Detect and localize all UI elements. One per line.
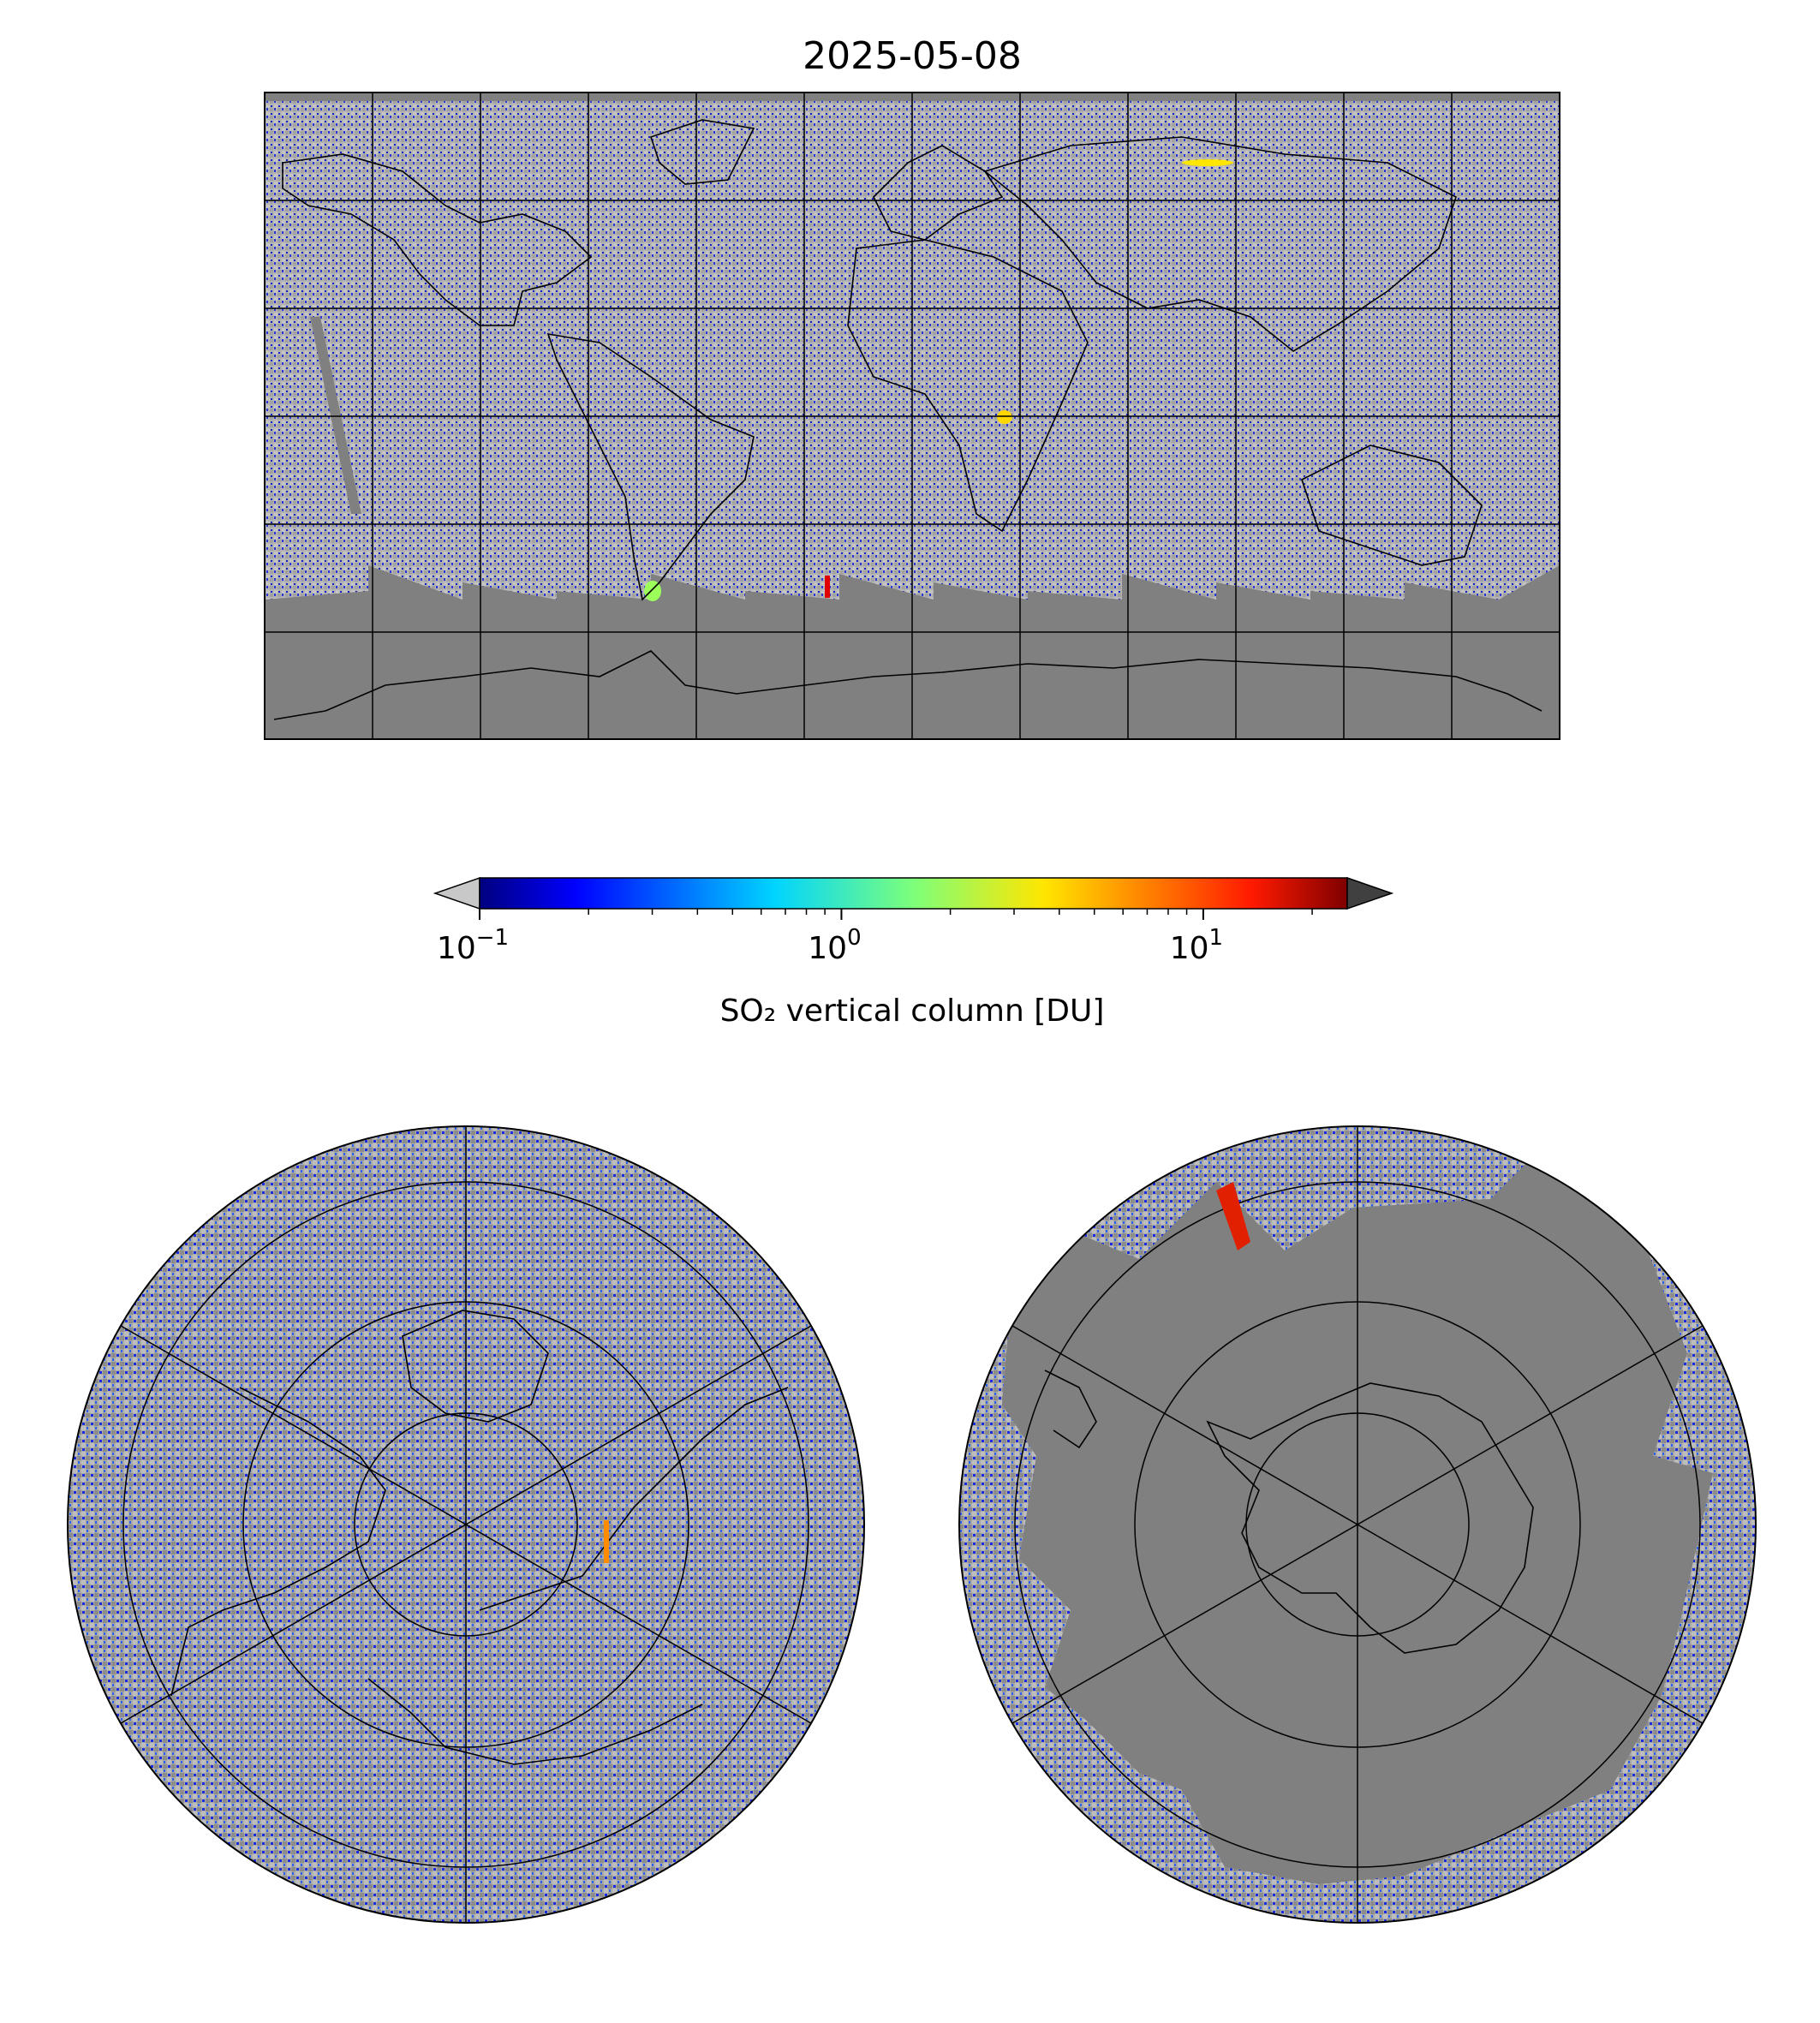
north-polar-frame bbox=[67, 1125, 865, 1924]
tick-label-base: 10 bbox=[808, 931, 847, 966]
colorbar-tick-label: 10−1 bbox=[437, 925, 509, 966]
global-gridlines bbox=[265, 92, 1560, 739]
hotspot-southatlantic bbox=[825, 576, 830, 598]
coast-north-america bbox=[282, 153, 593, 326]
coast-antarctica bbox=[273, 650, 1543, 720]
data-gap-stripe bbox=[310, 317, 361, 514]
global-coastlines bbox=[273, 119, 1543, 720]
coast-greenland bbox=[649, 119, 755, 185]
south-polar-frame bbox=[958, 1125, 1757, 1924]
coast-arctic-america bbox=[170, 1387, 386, 1697]
coast-australia bbox=[1301, 445, 1483, 566]
south-polar-map bbox=[958, 1125, 1757, 1924]
coast-south-america-tip bbox=[1044, 1370, 1097, 1449]
tick-label-base: 10 bbox=[1170, 931, 1209, 966]
coast-siberia-polar bbox=[367, 1678, 703, 1765]
coast-south-america bbox=[546, 332, 755, 601]
north-gridlines bbox=[120, 1126, 812, 1923]
north-polar-map bbox=[67, 1125, 865, 1924]
south-gridlines bbox=[1011, 1126, 1704, 1923]
colorbar-tick-label: 100 bbox=[808, 925, 861, 966]
north-hotspot bbox=[604, 1520, 609, 1563]
coast-greenland-polar bbox=[402, 1310, 549, 1423]
tick-label-base: 10 bbox=[437, 931, 476, 966]
colorbar: 10−1 100 101 SO₂ vertical column [DU] bbox=[433, 876, 1394, 1029]
coast-europe bbox=[873, 145, 1004, 241]
coast-eurasia-polar bbox=[479, 1387, 789, 1611]
coast-asia bbox=[983, 136, 1457, 352]
south-hotspot bbox=[1216, 1182, 1250, 1250]
tick-label-exponent: 0 bbox=[847, 925, 862, 951]
colorbar-gradient bbox=[479, 877, 1348, 910]
colorbar-under-extension bbox=[433, 876, 480, 910]
hotspot-africa bbox=[997, 410, 1012, 424]
tick-label-exponent: 1 bbox=[1209, 925, 1224, 951]
global-map bbox=[264, 92, 1560, 740]
colorbar-tick-label: 101 bbox=[1170, 925, 1223, 966]
colorbar-over-extension bbox=[1346, 876, 1394, 910]
global-map-frame bbox=[264, 92, 1560, 740]
coast-antarctica-polar bbox=[1206, 1382, 1534, 1654]
coast-africa bbox=[847, 239, 1089, 533]
colorbar-label: SO₂ vertical column [DU] bbox=[720, 994, 1105, 1029]
tick-label-exponent: −1 bbox=[476, 925, 509, 951]
north-coastlines bbox=[170, 1310, 789, 1765]
colorbar-ticks: 10−1 100 101 bbox=[437, 909, 1313, 966]
hotspot-kamchatka bbox=[1182, 159, 1233, 166]
map-title: 2025-05-08 bbox=[803, 34, 1022, 78]
